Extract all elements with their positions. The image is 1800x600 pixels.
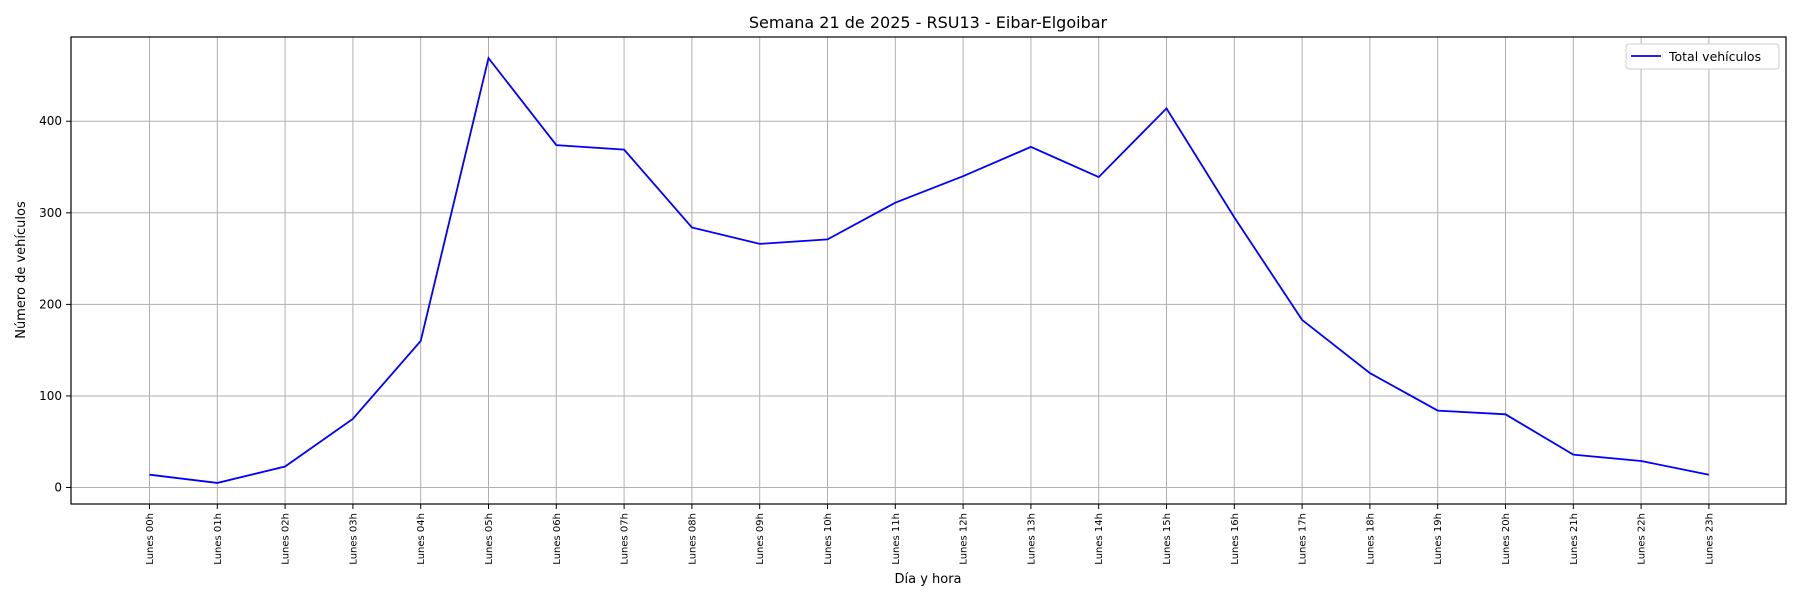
x-tick-label: Lunes 23h — [1704, 513, 1715, 565]
x-tick-label: Lunes 10h — [823, 513, 834, 565]
y-tick-label: 300 — [39, 206, 62, 220]
x-tick-label: Lunes 05h — [484, 513, 495, 565]
x-tick-label: Lunes 06h — [552, 513, 563, 565]
x-tick-label: Lunes 12h — [959, 513, 970, 565]
x-tick-label: Lunes 01h — [213, 513, 224, 565]
legend: Total vehículos — [1625, 43, 1780, 70]
plot-frame — [70, 36, 1787, 505]
x-tick-label: Lunes 22h — [1637, 513, 1648, 565]
legend-label: Total vehículos — [1668, 49, 1761, 64]
x-axis-label: Día y hora — [894, 572, 961, 587]
y-axis-ticks: 0 100 200 300 400 — [39, 114, 71, 495]
x-tick-label: Lunes 02h — [281, 513, 292, 565]
x-tick-label: Lunes 00h — [145, 513, 156, 565]
y-axis-label: Número de vehículos — [14, 201, 29, 339]
grid-lines — [71, 37, 1786, 504]
y-tick-label: 200 — [39, 297, 62, 311]
legend-box — [1625, 43, 1780, 70]
x-tick-label: Lunes 21h — [1569, 513, 1580, 565]
x-tick-label: Lunes 04h — [416, 513, 427, 565]
x-axis-ticks: Lunes 00h Lunes 01h Lunes 02h Lunes 03h Lune… — [145, 504, 1715, 565]
x-tick-label: Lunes 20h — [1501, 513, 1512, 565]
series-line-total-vehiculos — [149, 56, 1710, 484]
x-tick-label: Lunes 14h — [1094, 513, 1105, 565]
x-tick-label: Lunes 15h — [1162, 513, 1173, 565]
x-tick-label: Lunes 08h — [687, 513, 698, 565]
y-tick-label: 100 — [39, 389, 62, 403]
x-tick-label: Lunes 07h — [620, 513, 631, 565]
x-tick-label: Lunes 16h — [1230, 513, 1241, 565]
x-tick-label: Lunes 09h — [755, 513, 766, 565]
x-tick-label: Lunes 19h — [1433, 513, 1444, 565]
x-tick-label: Lunes 11h — [891, 513, 902, 565]
x-tick-label: Lunes 17h — [1298, 513, 1309, 565]
x-tick-label: Lunes 18h — [1365, 513, 1376, 565]
y-tick-label: 400 — [39, 114, 62, 128]
y-tick-label: 0 — [54, 481, 62, 495]
chart-title: Semana 21 de 2025 - RSU13 - Eibar-Elgoib… — [749, 13, 1108, 32]
x-tick-label: Lunes 03h — [348, 513, 359, 565]
x-tick-label: Lunes 13h — [1026, 513, 1037, 565]
